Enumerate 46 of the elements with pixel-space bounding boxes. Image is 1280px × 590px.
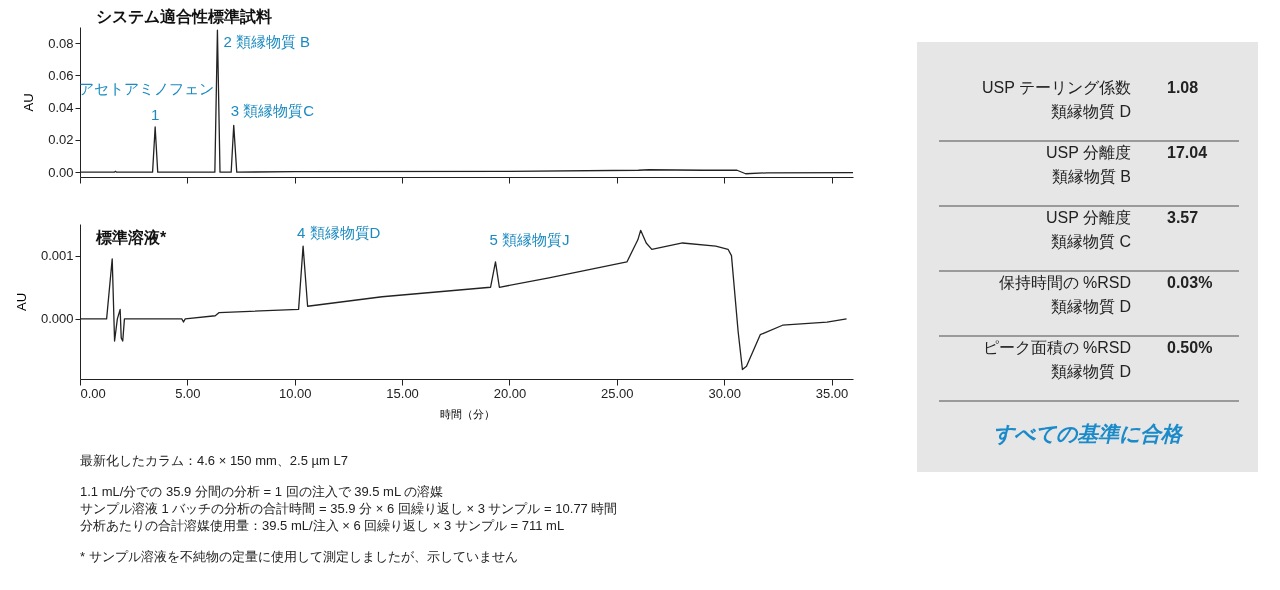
category-label: USP 分離度 (1045, 143, 1131, 163)
chart-title: 標準溶液* (95, 228, 167, 246)
y-axis-title: AU (13, 292, 29, 312)
text: 分析あたりの合計溶媒使用量：39.5 mL/注入 × 6 回繰り返し × 3 サンプル = 711 mL (80, 517, 566, 534)
text: 1.1 mL/分での 35.9 分間の分析 = 1 回の注入で 39.5 mL の溶媒 (80, 483, 445, 500)
text: * サンプル溶液を不純物の定量に使用して測定しましたが、示していません (80, 548, 519, 565)
x-tick-label: 0.00 (80, 385, 106, 401)
text: すべての基準に合格 (992, 421, 1184, 447)
text: 類縁物質 D (1050, 362, 1131, 382)
annotation: 1 (150, 106, 160, 123)
category-label: ピーク面積の %RSD (982, 338, 1131, 358)
text: サンプル溶液 1 バッチの分析の合計時間 = 35.9 分 × 6 回繰り返し × 3 サンプル = 10.77 時間 (80, 500, 618, 517)
text: 類縁物質 D (1050, 297, 1131, 317)
x-tick-label: 35.00 (815, 385, 849, 401)
text: 0.50% (1167, 339, 1213, 356)
annotation: 4 類縁物質D (297, 224, 381, 242)
y-tick-label: 0.00 (48, 164, 74, 180)
text: 類縁物質 D (1050, 102, 1131, 122)
x-tick-label: 25.00 (601, 385, 634, 401)
y-tick-label: 0.06 (48, 67, 74, 83)
category-label: 保持時間の %RSD (998, 273, 1131, 293)
text: 類縁物質 C (1050, 232, 1131, 252)
x-tick-label: 20.00 (493, 385, 527, 401)
x-axis-title: 時間（分） (439, 407, 495, 420)
x-tick-label: 15.00 (386, 385, 419, 401)
text: 最新化したカラム：4.6 × 150 mm、2.5 µm L7 (80, 452, 349, 469)
text: 3.57 (1167, 209, 1199, 226)
y-axis-title: AU (21, 93, 37, 112)
text: 17.04 (1167, 144, 1208, 161)
y-tick-label: 0.04 (48, 100, 74, 116)
annotation: 3 類縁物質C (230, 102, 315, 120)
text: 類縁物質 B (1050, 167, 1131, 187)
y-tick-label: 0.001 (40, 248, 74, 264)
x-tick-label: 10.00 (278, 385, 312, 401)
annotation: 2 類縁物質 B (223, 33, 311, 51)
y-tick-label: 0.02 (48, 132, 74, 148)
text: 1.08 (1167, 79, 1199, 96)
x-tick-label: 5.00 (175, 385, 201, 401)
category-label: USP テーリング係数 (981, 78, 1131, 98)
x-tick-label: 30.00 (708, 385, 741, 401)
category-label: USP 分離度 (1045, 208, 1131, 228)
annotation: 5 類縁物質J (489, 230, 570, 248)
chart-title: システム適合性標準試料 (96, 7, 272, 25)
y-tick-label: 0.000 (40, 311, 74, 327)
y-tick-label: 0.08 (48, 35, 74, 51)
text: 0.03% (1167, 274, 1213, 291)
